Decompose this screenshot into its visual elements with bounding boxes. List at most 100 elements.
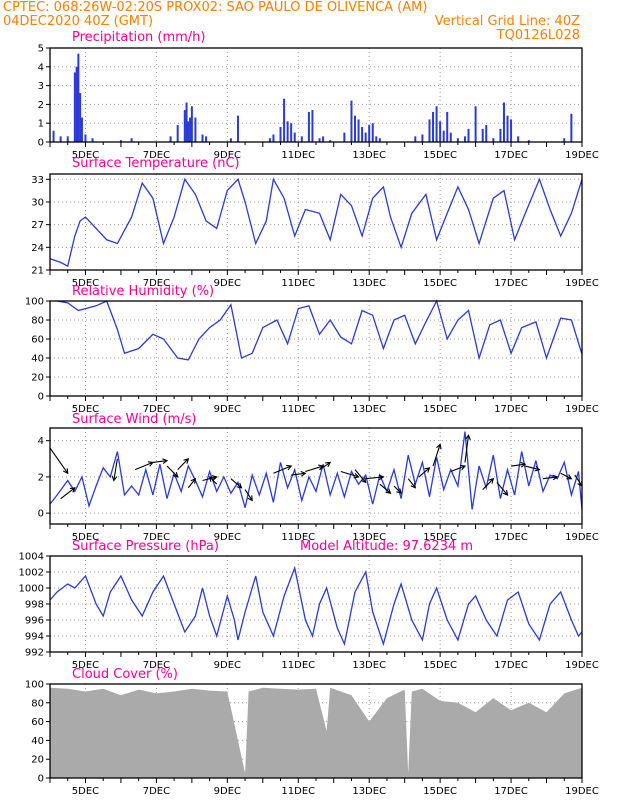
- pressure-xtick-label: 15DEC: [423, 660, 457, 671]
- rh-xtick-label: 9DEC: [214, 404, 241, 415]
- wind-arrow-head: [69, 487, 76, 493]
- wind-arrow-shaft: [365, 476, 384, 480]
- header-model-id: TQ0126L028: [496, 28, 580, 43]
- precip-bar: [59, 136, 62, 142]
- header-grid-note: Vertical Grid Line: 40Z: [435, 14, 580, 29]
- wind-arrow-head: [396, 488, 402, 495]
- precip-bar: [432, 111, 435, 142]
- precip-ytick-label: 4: [38, 62, 44, 73]
- wind-arrow-head: [534, 465, 541, 472]
- wind-arrow-head: [424, 467, 431, 473]
- wind-arrow-shaft: [574, 474, 583, 487]
- temp-xtick-label: 15DEC: [423, 278, 457, 289]
- rh-ytick-label: 0: [38, 392, 44, 403]
- pressure-xtick-label: 9DEC: [214, 660, 241, 671]
- wind-arrow-shaft: [60, 487, 76, 500]
- wind-arrow-head: [236, 482, 243, 489]
- precip-panel: Precipitation (mm/h) 0 1 2 3 4 5 5DEC 7DEC 9DEC 11…: [38, 30, 599, 161]
- cloud-xtick-label: 5DEC: [72, 786, 99, 797]
- temp-frame: [49, 173, 583, 271]
- precip-xtick-label: 17DEC: [494, 150, 528, 161]
- rh-title: Relative Humidity (%): [72, 284, 214, 299]
- precip-bar: [77, 53, 80, 142]
- precip-bar: [169, 136, 172, 142]
- wind-arrow-head: [286, 464, 293, 471]
- precip-bar: [467, 128, 470, 142]
- wind-arrow-head: [566, 474, 573, 480]
- precip-frame: [49, 47, 583, 143]
- precip-bar: [329, 140, 332, 142]
- precip-bar: [510, 119, 513, 142]
- wind-arrow-head: [111, 475, 118, 482]
- wind-arrow-shaft: [432, 444, 441, 467]
- wind-arrow-head: [63, 468, 69, 475]
- wind-ytick-label: 4: [38, 436, 44, 447]
- cloud-xtick-label: 7DEC: [143, 786, 170, 797]
- precip-bar: [311, 110, 314, 142]
- precip-bar: [183, 110, 186, 142]
- wind-arrow-head: [190, 477, 197, 484]
- precip-bar: [474, 106, 477, 142]
- wind-arrow-head: [410, 482, 417, 489]
- wind-arrow-shaft: [510, 463, 526, 467]
- pressure-ytick-label: 996: [25, 616, 44, 627]
- header-date: 04DEC2020 40Z (GMT): [3, 14, 153, 29]
- temp-ytick-label: 24: [31, 243, 44, 254]
- wind-arrow-shaft: [291, 472, 306, 476]
- wind-arrow-shaft: [379, 483, 391, 494]
- precip-bar: [414, 136, 417, 142]
- cloud-xtick-label: 19DEC: [565, 786, 599, 797]
- precip-bar: [286, 121, 289, 142]
- precip-bar: [527, 140, 530, 142]
- precip-bar: [176, 125, 179, 142]
- wind-xtick-label: 19DEC: [565, 532, 599, 543]
- temp-panel: Surface Temperature (nC) 21 24 27 30 33 5DEC 7D…: [31, 156, 599, 289]
- wind-arrow-head: [465, 434, 471, 441]
- wind-panel: Surface Wind (m/s) 0 2 4 5DEC 7DEC 9DEC 11DEC 13…: [38, 412, 599, 543]
- precip-bar: [268, 138, 271, 142]
- wind-arrow-shaft: [525, 465, 540, 471]
- precip-bar: [492, 138, 495, 142]
- wind-arrow-shaft: [273, 465, 292, 474]
- pressure-ytick-label: 1004: [19, 552, 44, 563]
- temp-title: Surface Temperature (nC): [72, 156, 240, 171]
- precip-ytick-label: 1: [38, 119, 44, 130]
- precip-ytick-label: 2: [38, 100, 44, 111]
- rh-ytick-label: 40: [31, 354, 44, 365]
- wind-xtick-label: 13DEC: [352, 532, 386, 543]
- precip-xtick-label: 13DEC: [352, 150, 386, 161]
- pressure-xtick-label: 13DEC: [352, 660, 386, 671]
- wind-arrow-head: [353, 472, 360, 479]
- precip-xtick-label: 9DEC: [214, 150, 241, 161]
- precip-bar: [375, 136, 378, 142]
- pressure-line: [49, 565, 583, 647]
- cloud-xtick-label: 15DEC: [423, 786, 457, 797]
- pressure-xtick-label: 19DEC: [565, 660, 599, 671]
- temp-ytick-label: 21: [31, 266, 44, 277]
- precip-bar: [442, 130, 445, 142]
- wind-arrow-head: [552, 474, 559, 481]
- wind-arrow-head: [300, 470, 307, 477]
- cloud-ytick-label: 60: [31, 717, 44, 728]
- rh-ytick-label: 20: [31, 373, 44, 384]
- precip-ytick-label: 3: [38, 81, 44, 92]
- precip-bar: [446, 111, 449, 142]
- precip-xtick-label: 11DEC: [281, 150, 315, 161]
- pressure-ytick-label: 1000: [19, 584, 44, 595]
- precip-bar: [91, 138, 94, 142]
- wind-ytick-label: 0: [38, 509, 44, 520]
- precip-bar: [185, 102, 188, 142]
- wind-arrow-shaft: [187, 478, 196, 489]
- wind-xtick-label: 7DEC: [143, 532, 170, 543]
- precip-bar: [368, 125, 371, 142]
- precip-bar: [300, 136, 303, 142]
- precip-xtick-label: 19DEC: [565, 150, 599, 161]
- cloud-ytick-label: 0: [38, 774, 44, 785]
- wind-arrow-head: [183, 457, 190, 464]
- cloud-xtick-label: 17DEC: [494, 786, 528, 797]
- precip-bar: [485, 125, 488, 142]
- precip-bar: [75, 66, 78, 142]
- precip-ytick-label: 5: [38, 44, 44, 55]
- wind-arrow-shaft: [418, 467, 430, 478]
- precip-bar: [189, 117, 192, 142]
